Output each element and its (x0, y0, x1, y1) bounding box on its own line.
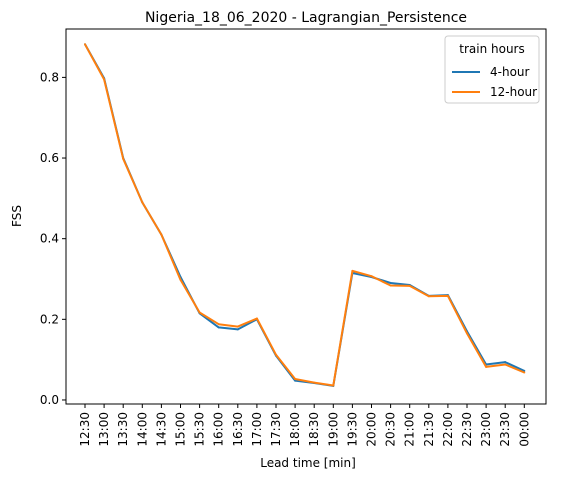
x-tick-label: 23:30 (498, 412, 512, 447)
x-tick-label: 13:30 (116, 412, 130, 447)
data-point (218, 326, 220, 328)
x-tick-label: 18:00 (288, 412, 302, 447)
x-tick-label: 16:30 (231, 412, 245, 447)
x-tick-label: 16:00 (212, 412, 226, 447)
x-tick-label: 17:00 (250, 412, 264, 447)
x-axis-label: Lead time [min] (260, 456, 356, 470)
data-point (103, 78, 105, 80)
x-tick-label: 14:30 (154, 412, 168, 447)
x-tick-label: 14:00 (135, 412, 149, 447)
data-point (141, 201, 143, 203)
x-tick-label: 19:00 (326, 412, 340, 447)
data-point (218, 323, 220, 325)
legend-label: 12-hour (490, 85, 537, 99)
y-tick-label: 0.0 (40, 393, 59, 407)
y-tick-label: 0.6 (40, 151, 59, 165)
data-point (332, 385, 334, 387)
x-tick-label: 20:00 (365, 412, 379, 447)
x-tick-label: 15:00 (174, 412, 188, 447)
x-tick-label: 21:00 (403, 412, 417, 447)
x-tick-label: 00:00 (517, 412, 531, 447)
data-point (428, 295, 430, 297)
x-tick-label: 19:30 (345, 412, 359, 447)
chart-title: Nigeria_18_06_2020 - Lagrangian_Persiste… (145, 10, 467, 26)
x-tick-label: 20:30 (384, 412, 398, 447)
data-point (237, 328, 239, 330)
data-point (275, 354, 277, 356)
data-point (256, 318, 258, 320)
x-tick-label: 18:30 (307, 412, 321, 447)
legend-title: train hours (459, 42, 524, 56)
data-point (313, 382, 315, 384)
x-tick-label: 13:00 (97, 412, 111, 447)
data-point (294, 378, 296, 380)
y-axis-label: FSS (10, 205, 24, 227)
x-axis: 12:30 13:00 13:30 14:00 14:30 15:00 15:30 16:00… (78, 404, 531, 447)
x-tick-label: 17:30 (269, 412, 283, 447)
data-point (447, 295, 449, 297)
x-tick-label: 23:00 (479, 412, 493, 447)
y-tick-label: 0.2 (40, 312, 59, 326)
data-point (390, 282, 392, 284)
data-point (160, 234, 162, 236)
data-point (371, 275, 373, 277)
data-point (523, 372, 525, 374)
legend-label: 4-hour (490, 65, 530, 79)
data-point (485, 366, 487, 368)
y-tick-label: 0.4 (40, 232, 59, 246)
data-point (84, 43, 86, 45)
data-point (122, 158, 124, 160)
data-point (351, 270, 353, 272)
y-axis: 0.0 0.2 0.4 0.6 0.8 (40, 70, 66, 407)
x-tick-label: 22:30 (460, 412, 474, 447)
legend: train hours 4-hour 12-hour (445, 36, 539, 103)
data-point (180, 279, 182, 281)
x-tick-label: 12:30 (78, 412, 92, 447)
data-point (504, 361, 506, 363)
data-point (199, 312, 201, 314)
data-point (409, 285, 411, 287)
data-point (466, 332, 468, 334)
y-tick-label: 0.8 (40, 70, 59, 84)
data-point (390, 285, 392, 287)
x-tick-label: 21:30 (422, 412, 436, 447)
x-tick-label: 22:00 (441, 412, 455, 447)
data-point (237, 326, 239, 328)
x-tick-label: 15:30 (193, 412, 207, 447)
data-point (504, 364, 506, 366)
